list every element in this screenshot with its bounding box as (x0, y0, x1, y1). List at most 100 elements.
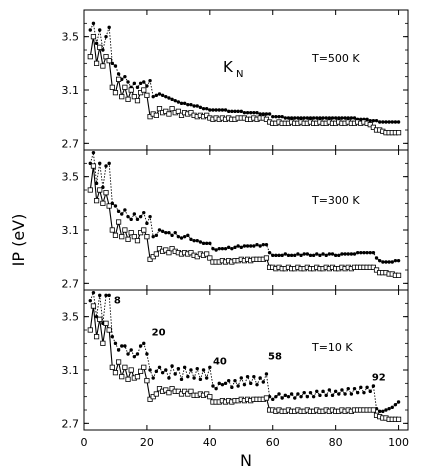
data-point-filled-circle (182, 234, 187, 239)
data-point-filled-circle (88, 28, 92, 32)
data-point-filled-circle (280, 253, 284, 258)
data-point-filled-circle (371, 250, 376, 255)
data-point-filled-circle (249, 381, 253, 386)
data-point-filled-circle (311, 253, 316, 258)
data-point-filled-circle (384, 408, 388, 412)
data-point-filled-circle (167, 230, 171, 235)
panel-data-top (87, 21, 402, 136)
data-point-filled-circle (204, 376, 209, 380)
data-point-filled-circle (381, 120, 385, 124)
data-point-filled-circle (393, 120, 398, 124)
data-point-filled-circle (239, 245, 243, 250)
y-tick-label: 2.7 (62, 277, 80, 290)
data-point-filled-circle (242, 382, 247, 387)
data-point-open-square (128, 230, 134, 236)
data-point-filled-circle (283, 393, 288, 398)
data-point-filled-circle (91, 290, 96, 295)
y-axis-top: 2.7 3.1 3.5 (62, 10, 408, 150)
data-point-filled-circle (289, 116, 294, 120)
data-point-open-square (100, 63, 106, 69)
data-point-filled-circle (261, 242, 266, 247)
data-point-filled-circle (182, 101, 187, 106)
x-tick-label: 60 (266, 436, 280, 449)
data-point-filled-circle (148, 214, 152, 219)
data-point-open-square (166, 390, 172, 396)
data-point-filled-circle (167, 376, 171, 380)
y-tick-label: 3.5 (62, 171, 80, 184)
data-point-filled-circle (233, 378, 237, 383)
data-point-open-square (90, 34, 97, 40)
data-point-filled-circle (113, 204, 118, 208)
data-point-open-square (87, 187, 93, 193)
data-point-filled-circle (374, 256, 379, 260)
data-point-open-square (163, 247, 169, 253)
panel-label-bottom: T=10 K (311, 341, 353, 354)
data-point-filled-circle (123, 208, 127, 212)
data-point-filled-circle (343, 116, 347, 120)
data-point-filled-circle (110, 334, 115, 339)
data-point-filled-circle (217, 246, 221, 251)
data-point-open-square (141, 227, 147, 233)
data-point-filled-circle (186, 374, 190, 379)
data-point-filled-circle (226, 378, 231, 383)
data-point-filled-circle (359, 250, 363, 255)
data-point-open-square (150, 254, 156, 260)
data-point-filled-circle (377, 409, 382, 414)
data-point-filled-circle (230, 109, 234, 114)
data-point-filled-circle (293, 116, 297, 120)
data-point-filled-circle (390, 120, 394, 124)
y-tick-label: 3.1 (62, 224, 80, 237)
data-point-filled-circle (135, 352, 140, 356)
data-point-filled-circle (201, 368, 206, 372)
data-point-filled-circle (355, 390, 360, 395)
y-tick-label: 3.1 (62, 364, 80, 377)
data-point-filled-circle (384, 260, 388, 264)
data-point-filled-circle (129, 348, 133, 352)
data-point-filled-circle (145, 221, 149, 226)
data-point-filled-circle (315, 116, 319, 120)
data-point-filled-circle (132, 354, 137, 359)
y-axis-title: IP (eV) (9, 214, 28, 267)
data-point-filled-circle (274, 253, 278, 258)
data-point-filled-circle (318, 253, 322, 258)
data-point-filled-circle (333, 253, 338, 258)
data-point-filled-circle (113, 341, 118, 346)
data-point-filled-circle (135, 217, 140, 222)
data-point-filled-circle (176, 100, 181, 104)
y-axis-bottom: 2.7 3.1 3.5 (62, 290, 408, 430)
data-point-open-square (156, 106, 163, 112)
data-point-filled-circle (337, 116, 341, 120)
data-point-open-square (103, 190, 109, 196)
data-point-filled-circle (333, 389, 338, 394)
y-axis-middle: 2.7 3.1 3.5 (62, 150, 408, 290)
data-point-open-square (109, 227, 115, 233)
data-point-filled-circle (346, 116, 350, 120)
data-point-open-square (141, 364, 147, 370)
data-point-open-square (169, 106, 175, 112)
data-point-open-square (93, 198, 100, 204)
data-point-open-square (87, 327, 93, 333)
data-point-filled-circle (179, 101, 184, 106)
data-point-filled-circle (151, 376, 155, 380)
data-point-filled-circle (170, 97, 174, 102)
data-point-open-square (122, 364, 128, 370)
data-point-open-square (163, 387, 169, 393)
data-point-filled-circle (302, 390, 306, 395)
data-point-open-square (144, 234, 150, 240)
data-point-filled-circle (126, 352, 130, 356)
data-point-open-square (150, 394, 156, 400)
data-point-open-square (90, 163, 97, 169)
data-point-filled-circle (145, 84, 149, 88)
data-point-filled-circle (343, 252, 347, 256)
data-point-filled-circle (327, 388, 332, 392)
data-point-open-square (204, 251, 210, 257)
data-point-filled-circle (277, 114, 281, 119)
data-point-filled-circle (384, 120, 388, 124)
data-point-open-square (147, 114, 153, 120)
data-point-open-square (134, 98, 141, 104)
data-point-filled-circle (277, 253, 281, 258)
data-point-filled-circle (182, 365, 187, 370)
data-point-filled-circle (374, 118, 379, 123)
data-point-open-square (103, 54, 109, 60)
